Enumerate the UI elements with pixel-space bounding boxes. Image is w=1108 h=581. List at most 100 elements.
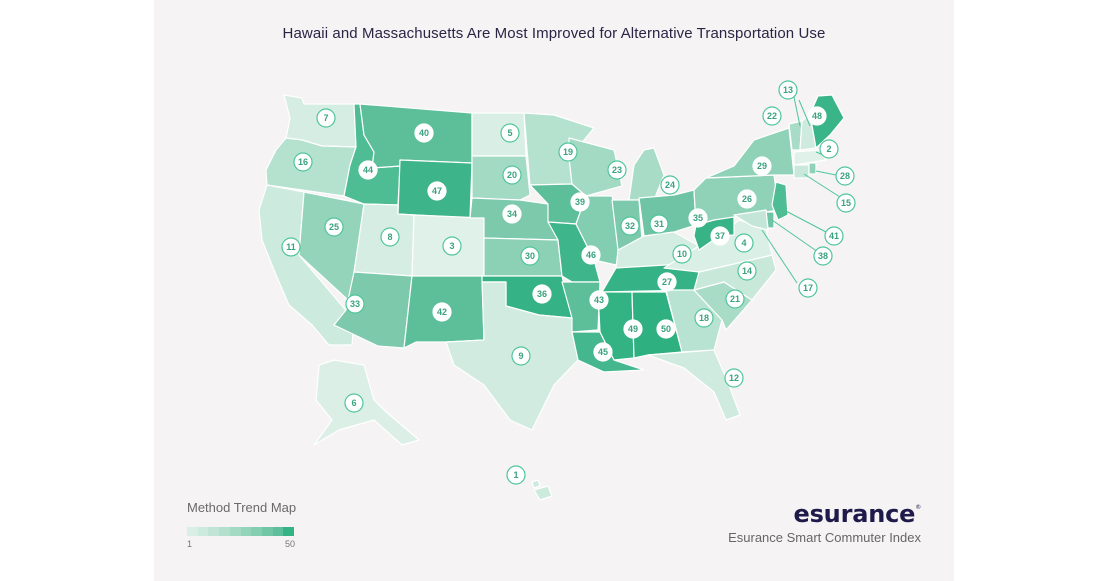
state-maryland[interactable] (733, 209, 769, 231)
marker-ga: 18 (694, 308, 714, 328)
map-card: Hawaii and Massachusetts Are Most Improv… (154, 0, 954, 581)
marker-al: 50 (656, 319, 676, 339)
svg-text:48: 48 (812, 111, 822, 121)
marker-ok: 36 (532, 284, 552, 304)
marker-co: 3 (442, 236, 462, 256)
svg-text:43: 43 (594, 295, 604, 305)
marker-wv: 37 (710, 226, 730, 246)
state-south-dakota[interactable] (471, 155, 531, 201)
marker-ks: 30 (520, 246, 540, 266)
svg-text:6: 6 (351, 398, 356, 408)
state-hawaii[interactable] (531, 479, 541, 489)
svg-text:15: 15 (841, 198, 851, 208)
marker-vt: 22 (762, 106, 782, 126)
svg-text:50: 50 (661, 324, 671, 334)
state-florida[interactable] (647, 349, 741, 421)
state-mississippi[interactable] (597, 291, 635, 361)
legend-swatch (229, 527, 241, 536)
marker-ct: 15 (836, 193, 856, 213)
legend-color-scale (187, 527, 295, 536)
svg-text:31: 31 (654, 219, 664, 229)
marker-la: 45 (593, 342, 613, 362)
marker-md: 17 (798, 278, 818, 298)
marker-sc: 21 (725, 289, 745, 309)
svg-text:19: 19 (563, 147, 573, 157)
state-new-york[interactable] (705, 127, 795, 179)
marker-ar: 43 (589, 290, 609, 310)
marker-sd: 20 (502, 165, 522, 185)
svg-text:44: 44 (363, 165, 373, 175)
marker-nd: 5 (500, 123, 520, 143)
state-arkansas[interactable] (561, 281, 601, 333)
svg-text:8: 8 (387, 232, 392, 242)
legend-min-label: 1 (187, 539, 193, 549)
marker-wi: 23 (607, 160, 627, 180)
marker-tn: 27 (657, 272, 677, 292)
marker-id: 44 (358, 160, 378, 180)
svg-text:26: 26 (742, 194, 752, 204)
svg-text:47: 47 (432, 186, 442, 196)
svg-text:30: 30 (525, 251, 535, 261)
marker-nh: 13 (778, 80, 798, 100)
svg-text:40: 40 (419, 128, 429, 138)
state-alaska[interactable] (313, 359, 420, 446)
marker-pa: 26 (737, 189, 757, 209)
legend-max-label: 50 (285, 539, 296, 549)
marker-nc: 14 (737, 261, 757, 281)
marker-va: 4 (734, 233, 754, 253)
svg-text:38: 38 (818, 251, 828, 261)
svg-text:1: 1 (513, 470, 518, 480)
svg-text:22: 22 (767, 111, 777, 121)
legend-swatch (219, 527, 230, 536)
marker-ma: 2 (819, 139, 839, 159)
state-massachusetts[interactable] (793, 149, 827, 166)
marker-ri: 28 (835, 166, 855, 186)
svg-text:14: 14 (742, 266, 752, 276)
legend-swatch (272, 527, 284, 536)
svg-text:24: 24 (665, 180, 675, 190)
svg-text:9: 9 (518, 351, 523, 361)
legend-swatch (251, 527, 262, 536)
svg-text:46: 46 (586, 250, 596, 260)
svg-text:23: 23 (612, 165, 622, 175)
marker-ky: 10 (672, 244, 692, 264)
marker-wy: 47 (427, 181, 447, 201)
marker-az: 33 (345, 294, 365, 314)
svg-text:16: 16 (298, 157, 308, 167)
svg-text:28: 28 (840, 171, 850, 181)
svg-text:29: 29 (757, 161, 767, 171)
svg-text:5: 5 (507, 128, 512, 138)
marker-or: 16 (293, 152, 313, 172)
marker-ny: 29 (752, 156, 772, 176)
marker-de: 38 (813, 246, 833, 266)
marker-nv: 25 (324, 217, 344, 237)
esurance-logo: esurance® (793, 500, 922, 528)
marker-ut: 8 (380, 227, 400, 247)
svg-text:32: 32 (625, 221, 635, 231)
svg-text:2: 2 (826, 144, 831, 154)
legend-title: Method Trend Map (187, 500, 297, 515)
legend-swatch (187, 527, 198, 536)
state-hawaii-big-island[interactable] (533, 485, 553, 501)
svg-text:3: 3 (449, 241, 454, 251)
chart-title: Hawaii and Massachusetts Are Most Improv… (282, 25, 826, 42)
marker-mo: 46 (581, 245, 601, 265)
svg-text:45: 45 (598, 347, 608, 357)
legend-swatch (208, 527, 220, 536)
svg-text:20: 20 (507, 170, 517, 180)
svg-text:7: 7 (323, 113, 328, 123)
state-ohio[interactable] (638, 189, 697, 237)
marker-mn: 19 (558, 142, 578, 162)
state-rhode-island[interactable] (808, 162, 817, 175)
svg-text:13: 13 (783, 85, 793, 95)
brand-subtitle: Esurance Smart Commuter Index (728, 530, 921, 545)
svg-text:49: 49 (628, 324, 638, 334)
marker-mt: 40 (414, 123, 434, 143)
svg-text:10: 10 (677, 249, 687, 259)
state-markers: 7 16 11 25 44 40 47 8 3 33 42 5 20 34 30… (281, 80, 856, 485)
svg-text:17: 17 (803, 283, 813, 293)
state-michigan[interactable] (628, 147, 665, 201)
svg-text:12: 12 (729, 373, 739, 383)
svg-text:35: 35 (693, 213, 703, 223)
marker-hi: 1 (506, 465, 526, 485)
